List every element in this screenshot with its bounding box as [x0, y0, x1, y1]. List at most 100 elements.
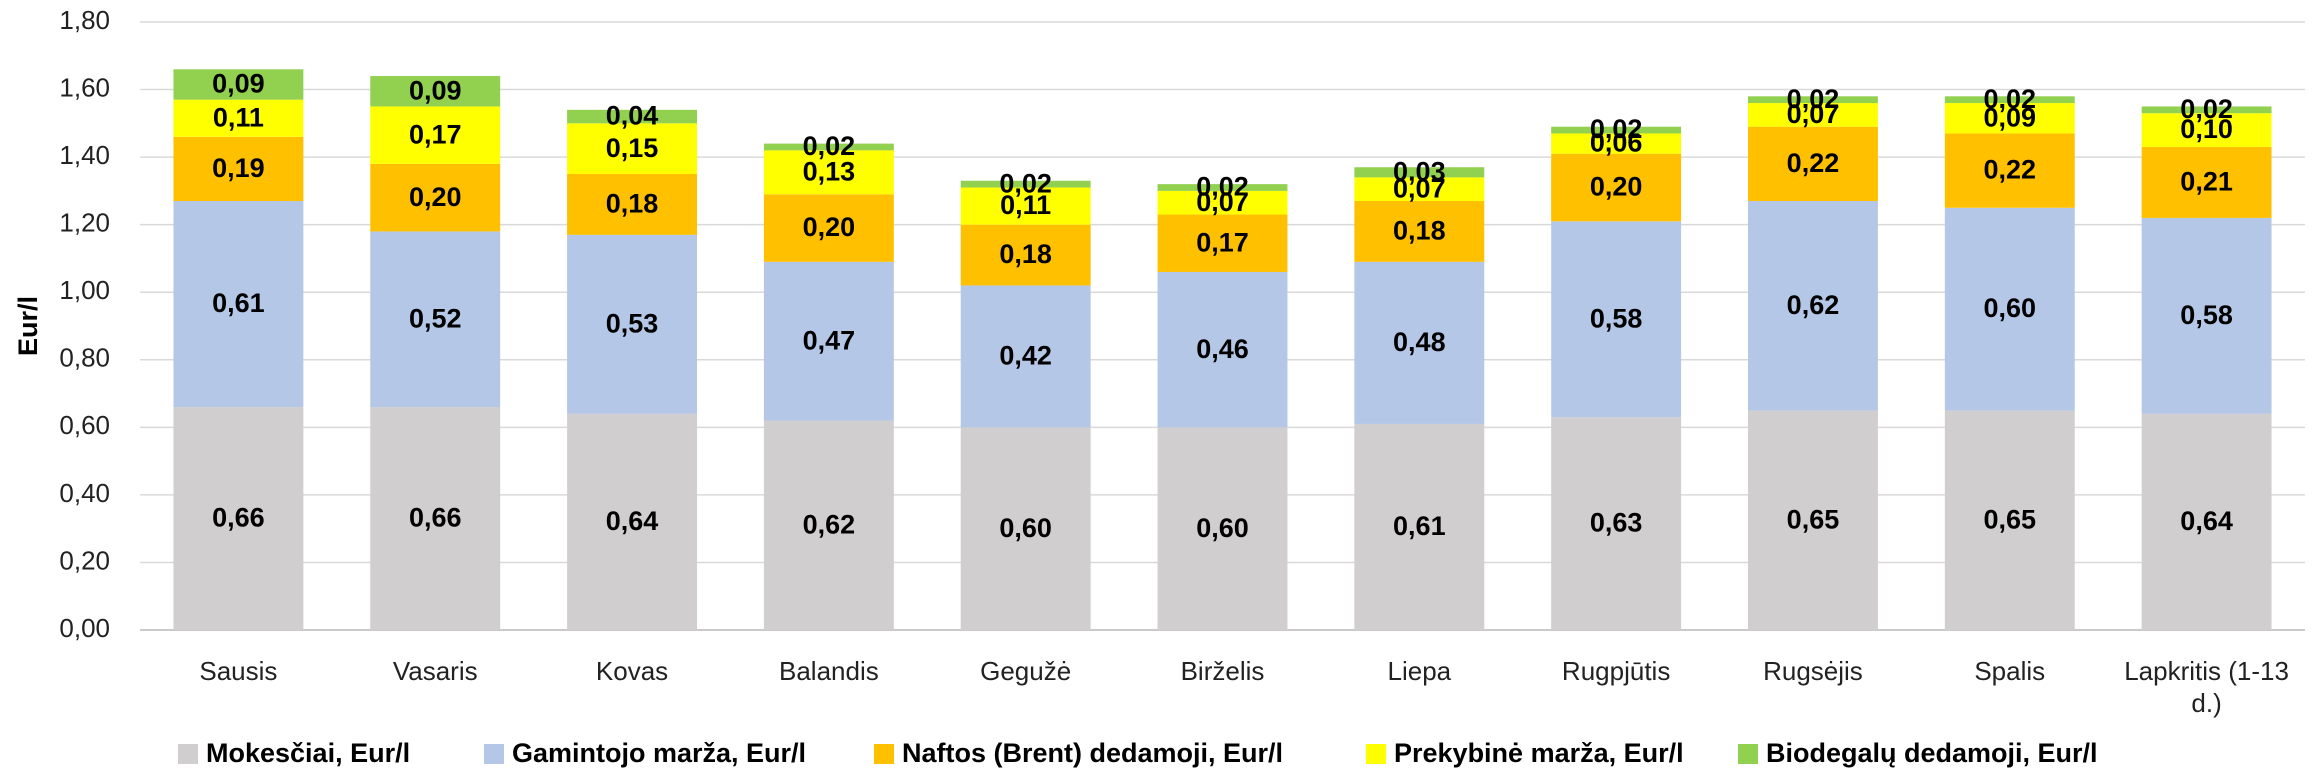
data-label: 0,18: [999, 239, 1052, 269]
bar-segment: [567, 109, 697, 124]
y-tick-label: 1,00: [59, 275, 110, 305]
data-label: 0,09: [409, 75, 462, 105]
data-label: 0,62: [1787, 290, 1840, 320]
bar-segment: [173, 69, 304, 100]
bar-segment: [2141, 217, 2272, 414]
bar-segment: [567, 413, 697, 630]
bar-segment: [1944, 96, 2075, 104]
bar-segment: [1354, 167, 1485, 178]
x-tick-label: Gegužė: [980, 656, 1072, 686]
data-label: 0,20: [1590, 172, 1643, 202]
data-label: 0,22: [1983, 155, 2036, 185]
legend-swatch: [1738, 743, 1758, 764]
bar-segment: [173, 407, 304, 630]
data-label: 0,42: [999, 341, 1052, 371]
y-tick-label: 0,40: [59, 478, 110, 508]
data-label: 0,61: [212, 288, 265, 318]
bar-segment: [960, 427, 1091, 630]
data-label: 0,04: [606, 101, 659, 131]
bar-segment: [1551, 133, 1682, 154]
data-label: 0,62: [803, 509, 856, 539]
data-label: 0,63: [1590, 508, 1643, 538]
legend-swatch: [484, 743, 504, 764]
data-label: 0,19: [212, 153, 265, 183]
bar-segment: [1157, 427, 1288, 630]
legend-swatch: [178, 743, 198, 764]
data-label: 0,02: [2180, 94, 2233, 124]
y-tick-label: 1,60: [59, 72, 110, 102]
x-tick-label: Birželis: [1180, 656, 1265, 686]
bar-segment: [2141, 413, 2272, 630]
bar-segment: [763, 420, 894, 630]
bar-segment: [370, 163, 501, 232]
data-label: 0,09: [212, 69, 265, 99]
y-tick-label: 0,80: [59, 343, 110, 373]
data-label: 0,09: [1983, 102, 2036, 132]
bar-segment: [173, 136, 304, 202]
data-label: 0,52: [409, 303, 462, 333]
bar-segment: [1551, 221, 1682, 418]
data-label: 0,60: [1983, 293, 2036, 323]
data-label: 0,02: [1787, 84, 1840, 114]
bar-segment: [1354, 261, 1485, 424]
bar-segment: [173, 99, 304, 137]
data-label: 0,17: [409, 119, 462, 149]
data-label: 0,20: [803, 212, 856, 242]
y-tick-label: 0,60: [59, 410, 110, 440]
legend-label: Naftos (Brent) dedamoji, Eur/l: [902, 738, 1284, 768]
bar-segment: [370, 407, 501, 630]
data-label: 0,46: [1196, 334, 1249, 364]
data-label: 0,17: [1196, 227, 1249, 257]
bar-segment: [2141, 146, 2272, 218]
legend-label: Prekybinė marža, Eur/l: [1394, 738, 1684, 768]
legend-label: Gamintojo marža, Eur/l: [512, 738, 807, 768]
x-tick-label: Kovas: [595, 656, 669, 686]
bar-segment: [1944, 410, 2075, 630]
x-tick-label: Lapkritis (1-13 d.): [2124, 656, 2289, 718]
x-tick-label: Liepa: [1387, 656, 1452, 686]
bar-segment: [960, 224, 1091, 286]
bar-segment: [1748, 96, 1878, 104]
data-label: 0,64: [2180, 506, 2233, 536]
bar-segment: [1354, 177, 1485, 202]
bar-segment: [1157, 214, 1288, 272]
bar-segment: [763, 194, 894, 262]
y-tick-label: 1,40: [59, 140, 110, 170]
data-label: 0,18: [1393, 216, 1446, 246]
data-label: 0,21: [2180, 167, 2233, 197]
data-label: 0,65: [1787, 504, 1840, 534]
bar-segment: [370, 106, 501, 164]
bar-segment: [1551, 153, 1682, 222]
bar-segment: [1944, 133, 2075, 208]
data-label: 0,47: [803, 325, 856, 355]
bar-segment: [1748, 103, 1878, 127]
bar-segment: [567, 123, 697, 174]
bar-segment: [763, 143, 894, 151]
bar-segment: [2141, 106, 2272, 114]
data-label: 0,10: [2180, 114, 2233, 144]
data-label: 0,15: [606, 133, 659, 163]
legend-item: Naftos (Brent) dedamoji, Eur/l: [874, 738, 1283, 769]
x-tick-label: Vasaris: [392, 656, 478, 686]
x-tick-label: Rugpjūtis: [1561, 656, 1671, 686]
data-label: 0,20: [409, 182, 462, 212]
bar-segment: [1748, 410, 1878, 630]
data-label: 0,03: [1393, 156, 1446, 186]
legend-label: Biodegalų dedamoji, Eur/l: [1766, 738, 2098, 768]
x-tick-label: Spalis: [1974, 656, 2046, 686]
data-label: 0,60: [999, 513, 1052, 543]
data-label: 0,13: [803, 156, 856, 186]
data-label: 0,07: [1393, 173, 1446, 203]
bar-segment: [1157, 184, 1288, 191]
data-label: 0,07: [1787, 99, 1840, 129]
bar-segment: [1157, 271, 1288, 428]
y-axis-label: Eur/l: [13, 296, 43, 356]
data-label: 0,61: [1393, 511, 1446, 541]
data-label: 0,02: [1196, 172, 1249, 202]
legend-swatch: [1366, 743, 1386, 764]
bar-segment: [1551, 126, 1682, 134]
legend-item: Biodegalų dedamoji, Eur/l: [1738, 738, 2098, 769]
bar-segment: [960, 285, 1091, 428]
